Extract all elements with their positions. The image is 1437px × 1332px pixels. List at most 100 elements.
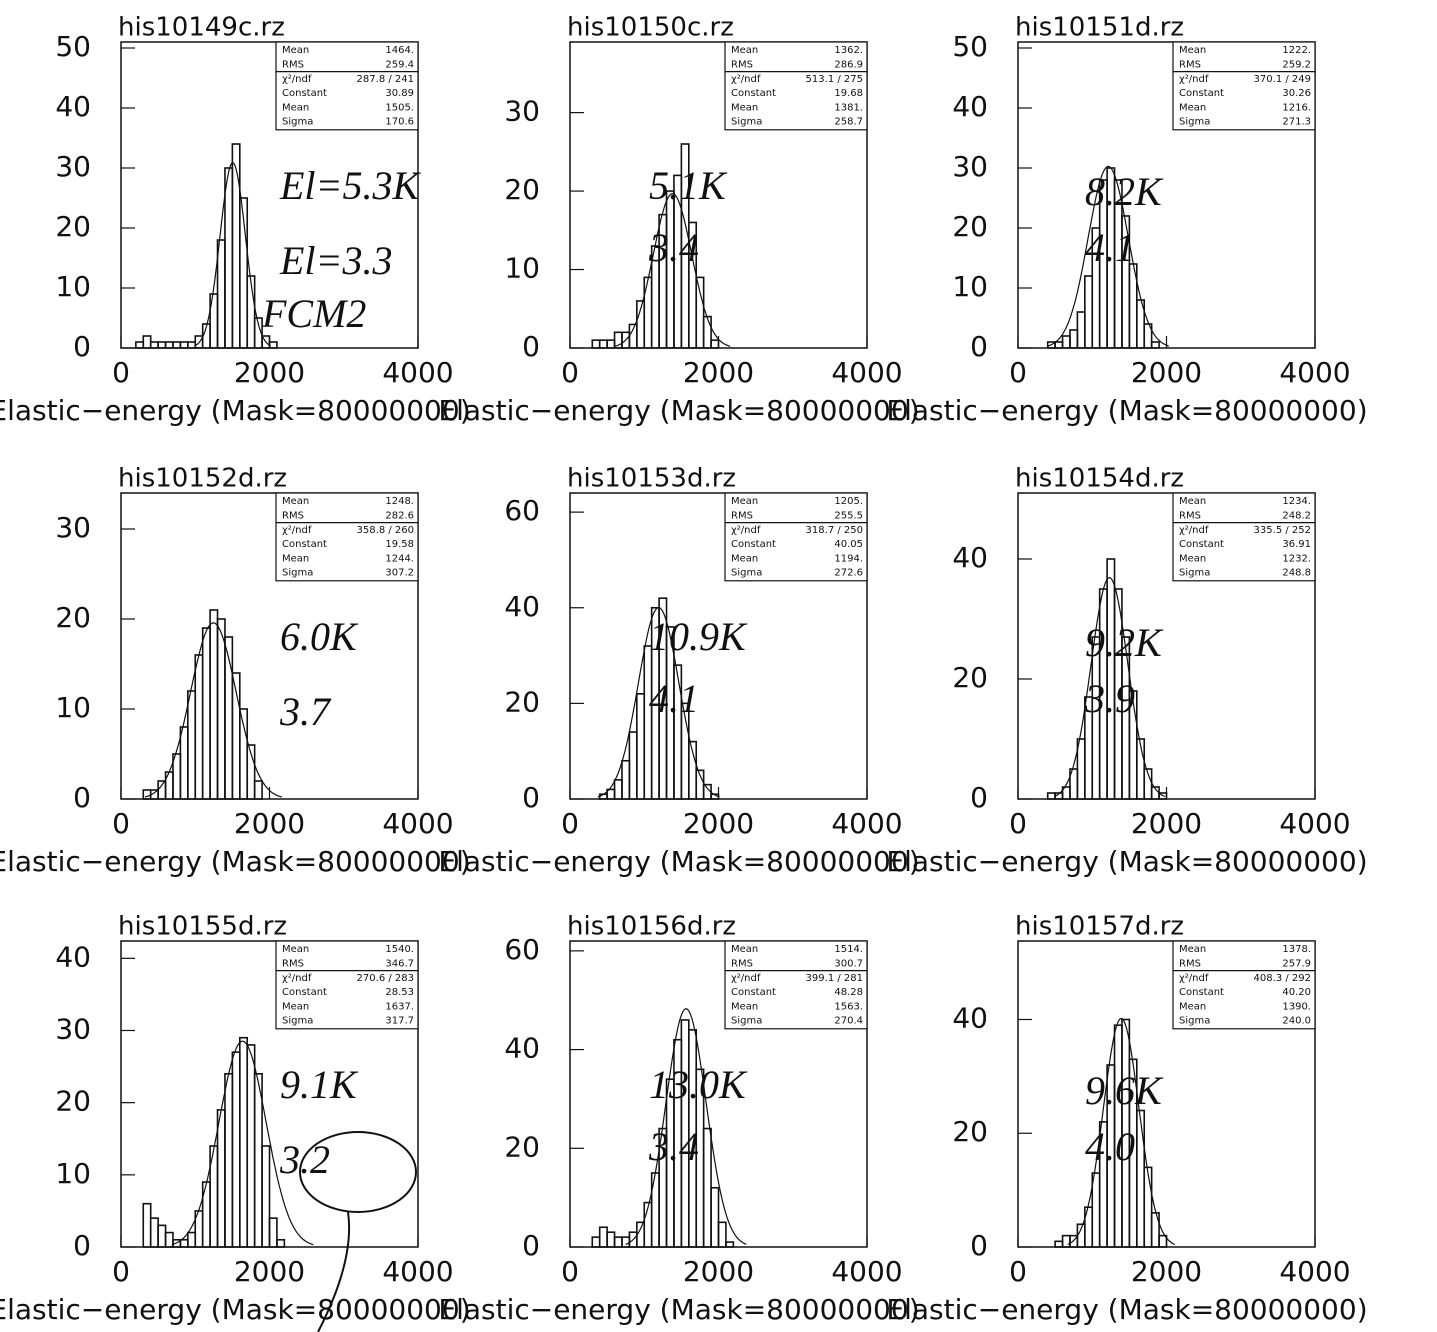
stats-value: 40.05 <box>834 539 863 550</box>
stats-value: 248.2 <box>1282 510 1311 521</box>
stats-value: 1505. <box>385 102 414 113</box>
stats-value: 307.2 <box>385 568 414 579</box>
y-tick-label: 50 <box>952 30 988 63</box>
x-tick-label: 2000 <box>234 807 305 840</box>
stats-name: χ²/ndf <box>282 525 312 536</box>
stats-value: 370.1 / 249 <box>1254 74 1311 85</box>
y-tick-label: 30 <box>504 95 540 128</box>
histogram-bar <box>276 1238 286 1248</box>
y-tick-label: 20 <box>504 685 540 718</box>
stats-name: χ²/ndf <box>731 74 761 85</box>
x-axis-label: Elastic−energy (Mask=80000000) <box>0 845 471 878</box>
y-tick-label: 0 <box>522 781 540 814</box>
y-tick-label: 10 <box>952 270 988 303</box>
handwritten-note: 9.1K <box>280 1062 359 1107</box>
stats-name: Sigma <box>282 568 313 579</box>
stats-value: 1637. <box>385 1001 414 1012</box>
stats-value: 259.2 <box>1282 59 1311 70</box>
x-axis-label: Elastic−energy (Mask=80000000) <box>886 845 1367 878</box>
y-tick-label: 20 <box>55 601 91 634</box>
chart-title: his10151d.rz <box>1015 13 1184 43</box>
stats-value: 513.1 / 275 <box>806 74 863 85</box>
stats-name: Mean <box>731 553 758 564</box>
stats-name: Mean <box>731 45 758 56</box>
handwritten-note: 3.9 <box>1084 676 1135 721</box>
stats-name: Sigma <box>282 117 313 128</box>
stats-value: 1540. <box>385 944 414 955</box>
panel: his10157d.rz Elastic−energy (Mask=8000000… <box>886 912 1367 1327</box>
stats-name: Mean <box>282 102 309 113</box>
stats-name: χ²/ndf <box>1179 74 1209 85</box>
y-tick-label: 20 <box>952 210 988 243</box>
stats-value: 259.4 <box>385 59 414 70</box>
x-tick-label: 4000 <box>831 807 902 840</box>
x-axis-label: Elastic−energy (Mask=80000000) <box>438 394 919 427</box>
stats-name: Mean <box>282 553 309 564</box>
stats-name: Constant <box>1179 987 1224 998</box>
stats-value: 1390. <box>1282 1001 1311 1012</box>
y-tick-label: 50 <box>55 30 91 63</box>
stats-name: Constant <box>282 88 327 99</box>
stats-name: Constant <box>282 987 327 998</box>
stats-value: 286.9 <box>834 59 863 70</box>
x-tick-label: 0 <box>561 356 579 389</box>
stats-name: Sigma <box>731 117 762 128</box>
stats-value: 240.0 <box>1282 1016 1311 1027</box>
y-tick-label: 10 <box>504 252 540 285</box>
stats-name: RMS <box>1179 59 1201 70</box>
y-tick-label: 40 <box>55 90 91 123</box>
stats-value: 170.6 <box>385 117 414 128</box>
stats-value: 399.1 / 281 <box>806 973 863 984</box>
y-tick-label: 20 <box>55 1085 91 1118</box>
stats-value: 272.6 <box>834 568 863 579</box>
stats-name: RMS <box>282 59 304 70</box>
fit-curve <box>171 1040 314 1246</box>
handwritten-note: 3.7 <box>279 689 332 734</box>
stats-value: 258.7 <box>834 117 863 128</box>
stats-name: Constant <box>731 987 776 998</box>
x-tick-label: 2000 <box>683 807 754 840</box>
x-tick-label: 0 <box>1009 356 1027 389</box>
stats-value: 28.53 <box>385 987 414 998</box>
y-tick-label: 20 <box>504 173 540 206</box>
panel: his10156d.rz Elastic−energy (Mask=8000000… <box>438 912 919 1327</box>
stats-name: Sigma <box>1179 568 1210 579</box>
handwritten-note: 4.0 <box>1085 1124 1135 1169</box>
stats-value: 1244. <box>385 553 414 564</box>
y-tick-label: 60 <box>504 494 540 527</box>
stats-name: Mean <box>731 496 758 507</box>
x-tick-label: 4000 <box>382 356 453 389</box>
histogram-bar <box>239 197 249 349</box>
handwritten-note: 10.9K <box>649 614 748 659</box>
stats-box <box>1172 41 1316 131</box>
y-tick-label: 0 <box>522 1229 540 1262</box>
handwritten-note: FCM2 <box>261 291 366 336</box>
y-tick-label: 10 <box>55 270 91 303</box>
stats-name: RMS <box>1179 510 1201 521</box>
stats-value: 1194. <box>834 553 863 564</box>
stats-value: 1378. <box>1282 944 1311 955</box>
y-tick-label: 20 <box>952 661 988 694</box>
stats-value: 1464. <box>385 45 414 56</box>
histogram-bar <box>246 275 256 349</box>
stats-name: χ²/ndf <box>282 973 312 984</box>
handwritten-note: El=3.3 <box>279 238 393 283</box>
stats-value: 1232. <box>1282 553 1311 564</box>
stats-value: 1216. <box>1282 102 1311 113</box>
handwritten-note: 4.1 <box>1085 225 1135 270</box>
stats-name: Constant <box>1179 539 1224 550</box>
stats-value: 1381. <box>834 102 863 113</box>
x-tick-label: 2000 <box>1131 356 1202 389</box>
stats-box <box>275 492 419 582</box>
histogram-bar <box>1150 1212 1160 1248</box>
x-tick-label: 4000 <box>1279 1255 1350 1288</box>
stats-name: Constant <box>731 539 776 550</box>
fit-curve <box>1053 576 1166 798</box>
x-tick-label: 2000 <box>683 356 754 389</box>
x-axis-label: Elastic−energy (Mask=80000000) <box>886 394 1367 427</box>
stats-value: 1222. <box>1282 45 1311 56</box>
y-tick-label: 10 <box>55 691 91 724</box>
stats-name: χ²/ndf <box>731 973 761 984</box>
stats-name: Mean <box>1179 102 1206 113</box>
